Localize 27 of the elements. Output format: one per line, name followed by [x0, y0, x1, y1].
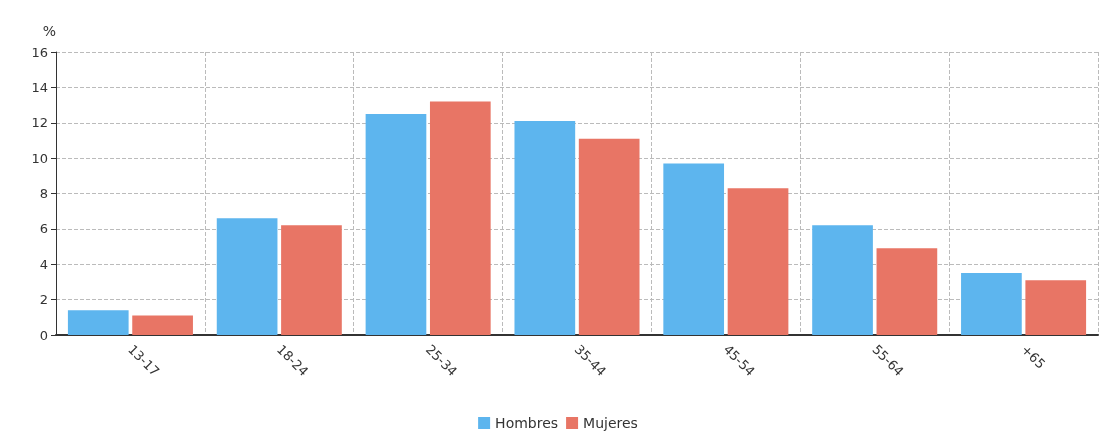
bar — [578, 138, 640, 335]
y-tick-label: 0 — [39, 327, 48, 343]
y-tick-label: 12 — [31, 115, 48, 131]
bar — [281, 225, 342, 335]
bar — [216, 218, 278, 335]
y-axis-title: % — [42, 23, 56, 39]
legend-label: Mujeres — [583, 415, 638, 431]
bar — [876, 248, 938, 335]
y-tick-label: 16 — [31, 44, 48, 60]
bar — [365, 113, 427, 335]
bar — [429, 101, 491, 335]
y-tick-label: 8 — [39, 186, 48, 201]
legend-label: Hombres — [495, 415, 559, 431]
bar — [663, 163, 725, 335]
y-tick-label: 4 — [39, 256, 48, 272]
y-tick-label: 6 — [39, 221, 48, 237]
x-tick-label: +65 — [1018, 341, 1049, 372]
y-tick-label: 10 — [31, 150, 48, 166]
y-tick-label: 2 — [39, 292, 48, 308]
bar — [132, 315, 193, 335]
y-tick-label: 14 — [31, 79, 48, 95]
bar — [727, 188, 789, 335]
bar — [514, 120, 576, 335]
bar — [961, 273, 1022, 335]
bar — [812, 225, 873, 335]
bar — [1025, 280, 1087, 335]
bar — [67, 310, 129, 335]
